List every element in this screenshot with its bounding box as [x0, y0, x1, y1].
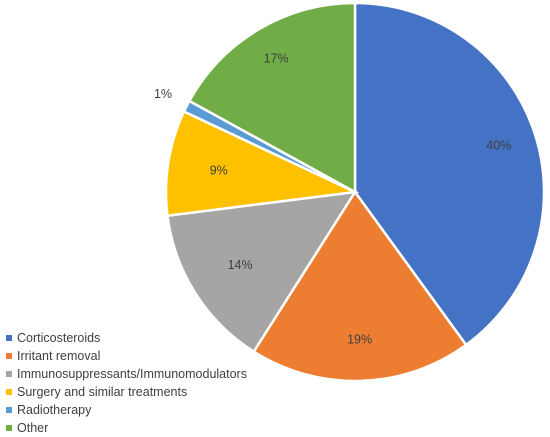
legend-label: Radiotherapy — [17, 403, 92, 417]
legend: Corticosteroids Irritant removal Immunosup… — [6, 329, 247, 437]
pie-data-labels: 40% 19% 14% 9% 1% 17% — [154, 52, 511, 347]
pie-slice-irritant-removal — [252, 189, 468, 383]
legend-swatch — [6, 353, 12, 359]
legend-swatch — [6, 389, 12, 395]
legend-swatch — [6, 407, 12, 413]
data-label: 9% — [210, 163, 228, 177]
legend-label: Corticosteroids — [17, 331, 101, 345]
data-label: 1% — [154, 87, 172, 101]
pie-slice-corticosteroids — [353, 1, 546, 347]
data-label: 40% — [486, 138, 511, 152]
legend-item: Irritant removal — [6, 347, 247, 365]
legend-item: Other — [6, 419, 247, 437]
legend-label: Irritant removal — [17, 349, 101, 363]
legend-item: Immunosuppressants/Immunomodulators — [6, 365, 247, 383]
pie-slice-other — [187, 1, 357, 195]
legend-item: Surgery and similar treatments — [6, 383, 247, 401]
data-label: 14% — [228, 258, 253, 272]
pie-slices — [164, 1, 546, 383]
pie-slice-immunosuppressants-immunomodulators — [166, 190, 358, 354]
legend-item: Corticosteroids — [6, 329, 247, 347]
data-label: 17% — [264, 52, 289, 66]
legend-swatch — [6, 335, 12, 341]
pie-slice-surgery-and-similar-treatments — [164, 109, 360, 218]
legend-label: Immunosuppressants/Immunomodulators — [17, 367, 247, 381]
data-label: 19% — [347, 332, 372, 346]
legend-item: Radiotherapy — [6, 401, 247, 419]
legend-label: Other — [17, 421, 49, 435]
legend-swatch — [6, 425, 12, 431]
legend-label: Surgery and similar treatments — [17, 385, 188, 399]
legend-swatch — [6, 371, 12, 377]
